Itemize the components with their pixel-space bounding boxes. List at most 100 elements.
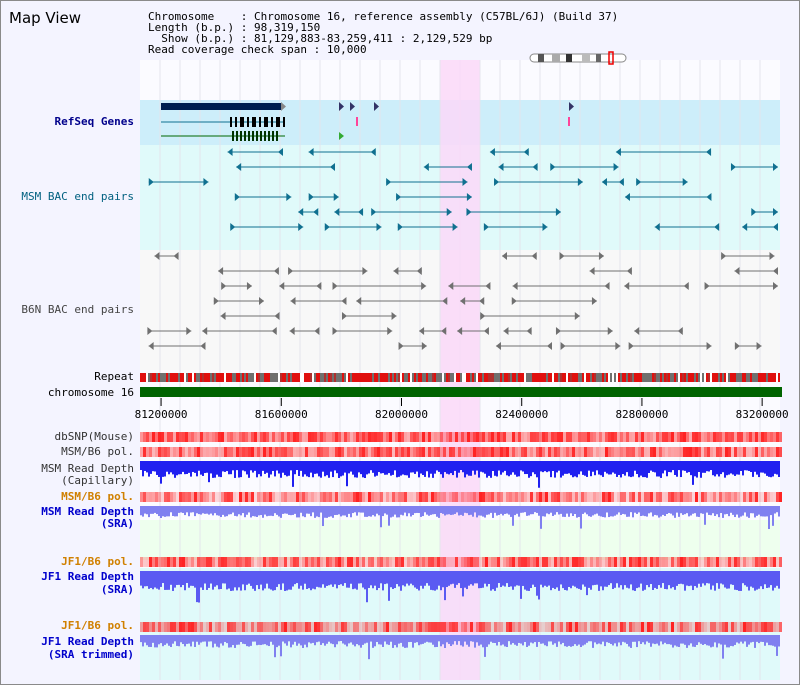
msm-depth-capillary-bar [274,461,276,477]
jf1-b6-pol-sra-strip-bin [428,557,431,567]
msm-depth-sra-bar [348,506,350,514]
jf1-depth-sra-bar [688,571,690,587]
jf1-depth-sra-bar [524,571,526,590]
jf1-b6-pol-trimmed-strip-bin [566,622,569,632]
msm-depth-sra-bar [300,506,302,513]
msm-depth-sra-label-2[interactable]: (SRA) [100,517,134,530]
jf1-depth-sra-bar [588,571,590,588]
msm-depth-capillary-bar [216,461,218,475]
dbsnp-strip-bin [608,432,611,442]
jf1-depth-sra-bar [240,571,242,591]
jf1-depth-trimmed-bar [662,635,664,645]
jf1-depth-sra-bar [636,571,638,589]
repeat-element [368,373,370,382]
jf1-depth-sra-label-2[interactable]: (SRA) [100,583,134,596]
jf1-b6-pol-trimmed-strip-bin [452,622,455,632]
jf1-depth-sra-bar [152,571,154,590]
msm-b6-pol-capillary-label[interactable]: MSM/B6 pol. [61,445,134,458]
msm-depth-sra-bar [554,506,556,515]
msm-b6-pol-capillary-strip-bin [476,447,479,457]
msm-b6-pol-capillary-strip-bin [536,447,539,457]
jf1-depth-sra-label-1[interactable]: JF1 Read Depth [41,570,134,583]
repeat-element [240,373,242,382]
jf1-b6-pol-trimmed-strip-bin [251,622,254,632]
refseq-track-label[interactable]: RefSeq Genes [54,115,134,128]
msm-depth-capillary-bar [584,461,586,476]
dbsnp-strip-bin [305,432,308,442]
jf1-depth-sra-bar [398,571,400,587]
repeat-element [260,373,262,382]
jf1-b6-pol-sra-strip-bin [518,557,521,567]
msm-depth-sra-bar [144,506,146,514]
refseq-exon [236,131,238,141]
msm-b6-pol-sra-strip-bin [770,492,773,502]
msm-depth-sra-bar [254,506,256,517]
msm-b6-pol-capillary-strip-bin [194,447,197,457]
jf1-b6-pol-trimmed-strip-bin [281,622,284,632]
b6n-bac-pair-end [220,312,226,320]
msm-depth-sra-bar [654,506,656,515]
jf1-b6-pol-sra-strip-bin [674,557,677,567]
jf1-depth-trimmed-bar [620,635,622,646]
jf1-b6-pol-trimmed-strip-bin [248,622,251,632]
jf1-b6-pol-trimmed-strip-bin [671,622,674,632]
msm-depth-capillary-label-2[interactable]: (Capillary) [61,474,134,487]
b6n-bac-pair-end [271,327,277,335]
msm-b6-pol-capillary-strip-bin [293,447,296,457]
jf1-depth-trimmed-bar [426,635,428,642]
msm-depth-sra-bar [752,506,754,514]
msm-b6-pol-capillary-strip-bin [176,447,179,457]
repeat-element [148,373,150,382]
msm-depth-capillary-label-1[interactable]: MSM Read Depth [41,462,134,475]
jf1-depth-sra-bar [676,571,678,586]
b6n-bac-track-label[interactable]: B6N BAC end pairs [21,303,134,316]
repeat-element [146,373,148,382]
repeat-element [758,373,760,382]
msm-depth-sra-bar [714,506,716,517]
jf1-b6-pol-trimmed-strip-bin [254,622,257,632]
b6n-bac-pair-end [186,327,192,335]
msm-depth-sra-bar [578,506,580,517]
jf1-b6-pol-sra-strip-bin [359,557,362,567]
msm-depth-capillary-bar [296,461,298,471]
jf1-depth-trimmed-bar [152,635,154,643]
repeat-element [362,373,364,382]
repeat-element [374,373,376,382]
jf1-b6-pol-trimmed-strip-bin [296,622,299,632]
msm-b6-pol-sra-strip-bin [236,492,239,502]
jf1-depth-trimmed-bar [376,635,378,642]
jf1-depth-trimmed-bar [494,635,496,643]
jf1-depth-trimmed-label-2[interactable]: (SRA trimmed) [47,648,134,661]
dbsnp-track-label[interactable]: dbSNP(Mouse) [54,430,134,443]
jf1-depth-trimmed-bar [174,635,176,642]
msm-b6-pol-sra-strip-bin [527,492,530,502]
jf1-b6-pol-sra-strip-bin [410,557,413,567]
jf1-b6-pol-trimmed-label[interactable]: JF1/B6 pol. [61,619,134,632]
jf1-depth-sra-bar [292,571,294,587]
dbsnp-strip-bin [488,432,491,442]
jf1-depth-trimmed-bar [322,635,324,644]
msm-depth-capillary-bar [268,461,270,478]
msm-b6-pol-sra-strip-bin [239,492,242,502]
jf1-b6-pol-trimmed-strip-bin [458,622,461,632]
msm-depth-sra-bar [630,506,632,513]
msm-depth-sra-bar [330,506,332,517]
jf1-depth-sra-bar [624,571,626,586]
msm-bac-track-label[interactable]: MSM BAC end pairs [21,190,134,203]
msm-depth-sra-label-1[interactable]: MSM Read Depth [41,505,134,518]
msm-depth-sra-bar [736,506,738,515]
b6n-bac-pair-end [460,297,466,305]
jf1-b6-pol-sra-label[interactable]: JF1/B6 pol. [61,555,134,568]
jf1-depth-trimmed-label-1[interactable]: JF1 Read Depth [41,635,134,648]
repeat-element [558,373,560,382]
msm-depth-sra-bar [712,506,714,514]
dbsnp-strip-bin [641,432,644,442]
msm-depth-capillary-bar [258,461,260,475]
jf1-b6-pol-sra-strip-bin [626,557,629,567]
msm-b6-pol-sra-strip-bin [596,492,599,502]
msm-b6-pol-capillary-strip-bin [623,447,626,457]
msm-b6-pol-sra-label[interactable]: MSM/B6 pol. [61,490,134,503]
jf1-depth-sra-bar [746,571,748,587]
jf1-depth-sra-bar [254,571,256,591]
